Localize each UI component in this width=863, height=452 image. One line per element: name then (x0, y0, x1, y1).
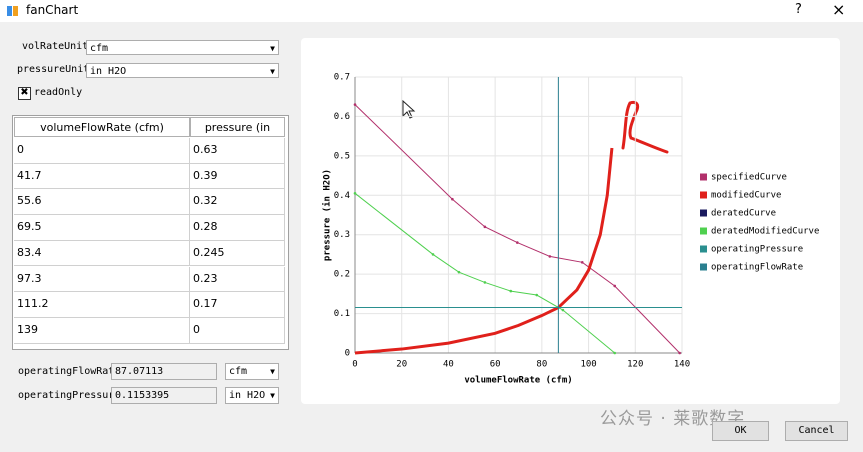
legend-marker (700, 245, 707, 253)
x-axis-label: volumeFlowRate (cfm) (464, 376, 572, 386)
y-tick-label: 0 (345, 349, 350, 359)
x-tick-label: 40 (443, 360, 454, 370)
data-point (548, 255, 552, 258)
operating-flow-rate-label: operatingFlowRate (18, 366, 121, 377)
table-cell: 0.39 (190, 163, 285, 190)
data-point (431, 253, 435, 256)
y-tick-label: 0.7 (334, 73, 350, 83)
table-cell: 0.63 (190, 138, 285, 164)
data-point (353, 192, 357, 195)
operating-pressure-label: operatingPressure (18, 390, 121, 401)
x-tick-label: 100 (580, 360, 596, 370)
series-line (354, 192, 616, 354)
x-tick-label: 120 (627, 360, 643, 370)
data-point (451, 197, 454, 201)
legend-marker (700, 227, 707, 235)
data-point (483, 225, 487, 229)
x-tick-label: 60 (490, 360, 501, 370)
operating-flow-rate-field[interactable]: 87.07113 (111, 363, 217, 380)
legend-marker (700, 209, 707, 217)
table-cell: 97.3 (14, 266, 190, 293)
data-point (457, 270, 461, 274)
table-cell: 0 (14, 138, 190, 164)
x-tick-label: 140 (674, 360, 690, 370)
vol-rate-unit-label: volRateUnit (22, 41, 89, 52)
data-point (516, 241, 519, 244)
help-button[interactable]: ? (795, 2, 802, 17)
operating-pressure-field[interactable]: 0.1153395 (111, 387, 217, 404)
table-cell: 69.5 (14, 215, 190, 241)
table-cell: 0.28 (190, 215, 285, 241)
legend-label: operatingFlowRate (711, 263, 803, 273)
app-icon (7, 6, 18, 16)
legend-label: specifiedCurve (711, 173, 787, 183)
pressure-unit-combo-2[interactable]: in H2O (225, 387, 279, 404)
y-tick-label: 0.1 (334, 309, 350, 319)
legend-marker (700, 191, 707, 199)
data-point (613, 351, 617, 355)
series-line (354, 147, 614, 355)
table-cell: 139 (14, 317, 190, 344)
hand-drawn-annotation (621, 100, 669, 154)
data-point (613, 284, 617, 288)
x-tick-label: 20 (396, 360, 407, 370)
watermark: 公众号 · 莱歌数字 (600, 409, 746, 429)
pressure-unit-label: pressureUnit (17, 64, 90, 75)
y-tick-label: 0.5 (334, 151, 350, 161)
y-axis-label: pressure (in H2O) (322, 169, 333, 261)
table-cell: 83.4 (14, 240, 190, 267)
table-cell: 0 (190, 317, 285, 344)
data-point (535, 293, 539, 297)
data-point (509, 289, 513, 293)
data-point (353, 103, 357, 106)
legend-label: deratedModifiedCurve (711, 227, 819, 237)
read-only-checkbox[interactable]: ✖ (18, 87, 31, 100)
table-cell: 0.23 (190, 266, 285, 293)
table-cell: 111.2 (14, 292, 190, 318)
column-header: volumeFlowRate (cfm) (14, 117, 190, 137)
mouse-cursor (402, 99, 416, 119)
legend-label: modifiedCurve (711, 191, 781, 201)
legend-label: operatingPressure (711, 245, 803, 255)
flow-rate-unit-combo[interactable]: cfm (225, 363, 279, 380)
table-cell: 0.32 (190, 189, 285, 216)
y-tick-label: 0.2 (334, 270, 350, 280)
table-cell: 55.6 (14, 189, 190, 216)
ok-button[interactable]: OK (712, 421, 769, 441)
table-cell: 0.17 (190, 292, 285, 318)
title-bar: fanChart ? × (0, 0, 863, 22)
cancel-button[interactable]: Cancel (785, 421, 848, 441)
pressure-unit-combo[interactable]: in H2O (86, 63, 279, 79)
legend-label: deratedCurve (711, 209, 776, 219)
data-point (561, 308, 565, 312)
read-only-label: readOnly (34, 87, 83, 98)
legend-marker (700, 263, 707, 271)
data-table: volumeFlowRate (cfm)pressure (in H2O)00.… (12, 115, 289, 350)
table-cell: 41.7 (14, 163, 190, 190)
y-tick-label: 0.4 (334, 191, 350, 201)
data-point (580, 261, 584, 264)
close-button[interactable]: × (832, 0, 846, 19)
window-title: fanChart (26, 3, 79, 17)
table-cell: 0.245 (190, 240, 285, 267)
data-point (483, 281, 487, 284)
y-tick-label: 0.3 (334, 230, 350, 240)
y-tick-label: 0.6 (334, 112, 350, 122)
x-tick-label: 80 (536, 360, 547, 370)
data-point (678, 351, 681, 355)
x-tick-label: 0 (352, 360, 357, 370)
legend-marker (700, 173, 707, 181)
series-line (354, 104, 681, 354)
vol-rate-unit-combo[interactable]: cfm (86, 40, 279, 56)
